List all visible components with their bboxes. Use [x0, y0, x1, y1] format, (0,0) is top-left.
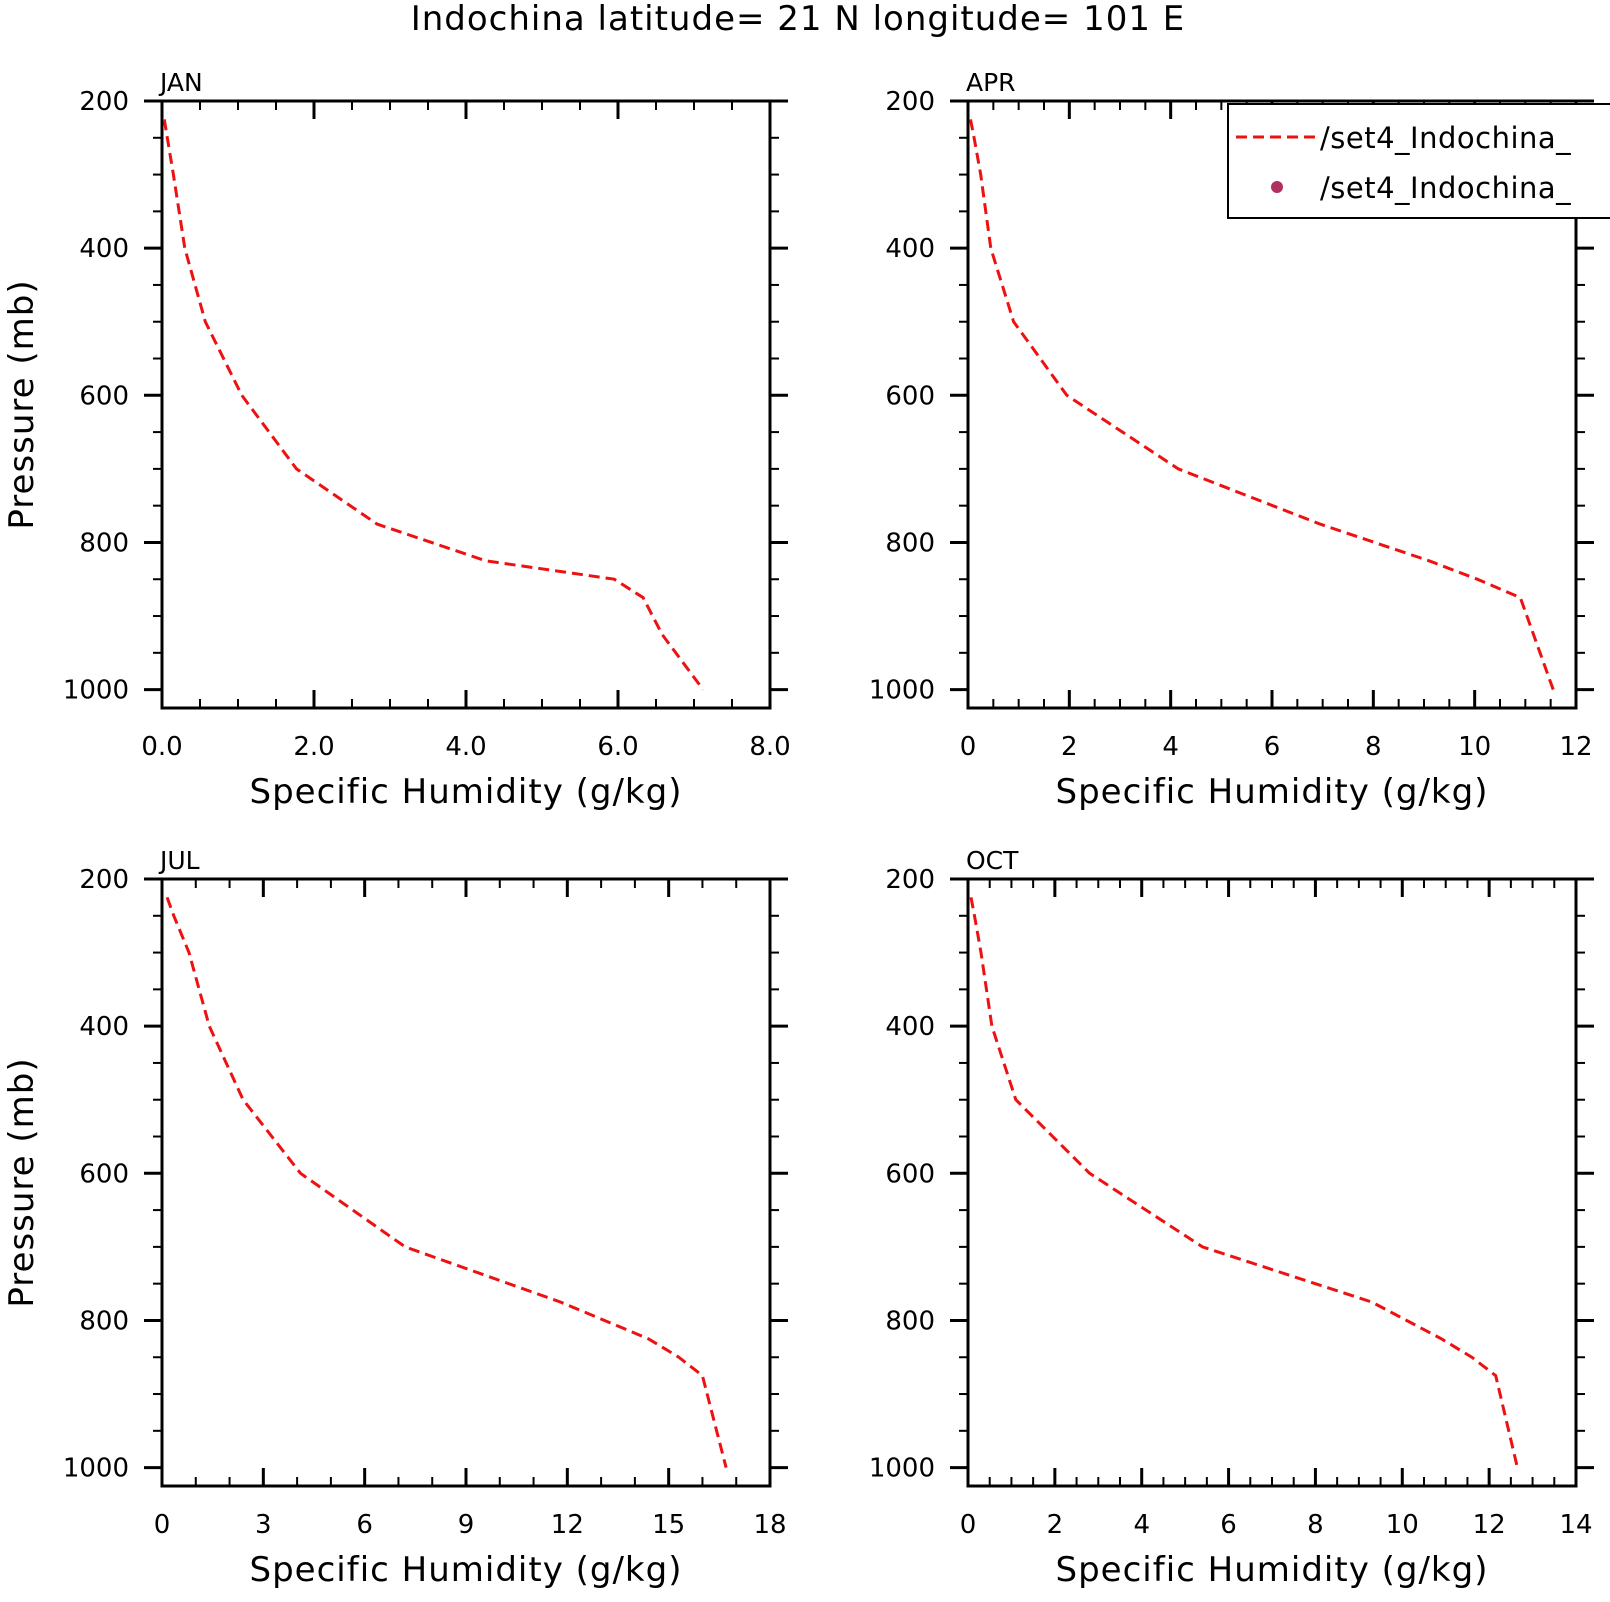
panel-label: JUL [158, 846, 200, 875]
y-tick-label: 600 [79, 381, 129, 411]
x-tick-label: 6 [1264, 732, 1281, 762]
x-tick-label: 4 [1162, 732, 1179, 762]
legend-dot-marker-icon [1271, 181, 1283, 193]
x-tick-label: 15 [652, 1510, 685, 1540]
panel-label: OCT [966, 846, 1019, 875]
legend-frame [1227, 103, 1610, 219]
x-tick-label: 9 [458, 1510, 475, 1540]
panel-label: APR [966, 68, 1016, 97]
figure-title: Indochina latitude= 21 N longitude= 101 … [411, 0, 1186, 39]
x-tick-label: 8 [1365, 732, 1382, 762]
y-tick-label: 200 [79, 87, 129, 117]
x-tick-label: 12 [1559, 732, 1592, 762]
legend-entry-label: /set4_Indochina_ [1320, 121, 1571, 155]
y-tick-label: 600 [885, 1159, 935, 1189]
x-tick-label: 18 [753, 1510, 786, 1540]
y-tick-label: 600 [79, 1159, 129, 1189]
chart-panel-jan: JAN 0.0 2.0 4.0 6.0 8.0 200 400 600 800 1000 Specif… [2, 68, 791, 812]
x-tick-label: 6 [1220, 1510, 1237, 1540]
x-tick-label: 2 [1047, 1510, 1064, 1540]
series-line [969, 119, 1555, 691]
x-tick-label: 2 [1061, 732, 1078, 762]
legend-box: /set4_Indochina_ /set4_Indochina_ [1227, 103, 1610, 219]
y-axis-title: Pressure (mb) [2, 1057, 42, 1307]
x-tick-label: 8.0 [749, 732, 790, 762]
y-tick-label: 600 [885, 381, 935, 411]
plot-frame [966, 877, 1578, 1488]
y-tick-label: 400 [79, 234, 129, 264]
x-tick-label: 0 [960, 1510, 977, 1540]
x-tick-label: 8 [1307, 1510, 1324, 1540]
chart-panel-jul: JUL 0 3 6 9 12 15 18 200 400 600 800 1000 Specific Hu… [2, 846, 788, 1590]
x-axis-title: Specific Humidity (g/kg) [250, 772, 683, 812]
y-tick-label: 1000 [869, 1454, 935, 1484]
legend-entry-label: /set4_Indochina_ [1320, 171, 1571, 205]
y-tick-label: 800 [79, 528, 129, 558]
x-tick-label: 0.0 [141, 732, 182, 762]
series-line [969, 897, 1519, 1468]
x-tick-label: 10 [1458, 732, 1491, 762]
y-axis-title: Pressure (mb) [2, 279, 42, 529]
y-tick-label: 1000 [63, 1454, 129, 1484]
plot-frame [160, 99, 772, 710]
x-tick-label: 14 [1559, 1510, 1592, 1540]
x-axis-title: Specific Humidity (g/kg) [250, 1550, 683, 1590]
chart-panel-oct: OCT 0 2 4 6 8 10 12 14 200 400 600 800 1000 Specific H… [869, 846, 1594, 1590]
series-line [162, 119, 705, 691]
y-tick-label: 800 [885, 1306, 935, 1336]
y-tick-label: 200 [79, 865, 129, 895]
x-tick-label: 2.0 [293, 732, 334, 762]
x-tick-label: 12 [1473, 1510, 1506, 1540]
y-tick-label: 800 [885, 528, 935, 558]
y-tick-label: 1000 [869, 676, 935, 706]
x-tick-label: 12 [551, 1510, 584, 1540]
y-tick-label: 400 [79, 1012, 129, 1042]
y-tick-label: 1000 [63, 676, 129, 706]
y-tick-label: 800 [79, 1306, 129, 1336]
panel-label: JAN [158, 68, 203, 97]
plot-frame [160, 877, 772, 1488]
y-tick-label: 400 [885, 1012, 935, 1042]
x-axis-title: Specific Humidity (g/kg) [1056, 772, 1489, 812]
x-tick-label: 4.0 [445, 732, 486, 762]
x-tick-label: 10 [1386, 1510, 1419, 1540]
x-tick-label: 4 [1133, 1510, 1150, 1540]
y-tick-label: 200 [885, 865, 935, 895]
x-tick-label: 6.0 [597, 732, 638, 762]
x-tick-label: 0 [960, 732, 977, 762]
legend: /set4_Indochina_ /set4_Indochina_ [1227, 103, 1610, 219]
series-line [165, 896, 728, 1468]
y-tick-label: 200 [885, 87, 935, 117]
x-tick-label: 3 [255, 1510, 272, 1540]
x-tick-label: 6 [356, 1510, 373, 1540]
y-tick-label: 400 [885, 234, 935, 264]
x-tick-label: 0 [154, 1510, 171, 1540]
x-axis-title: Specific Humidity (g/kg) [1056, 1550, 1489, 1590]
